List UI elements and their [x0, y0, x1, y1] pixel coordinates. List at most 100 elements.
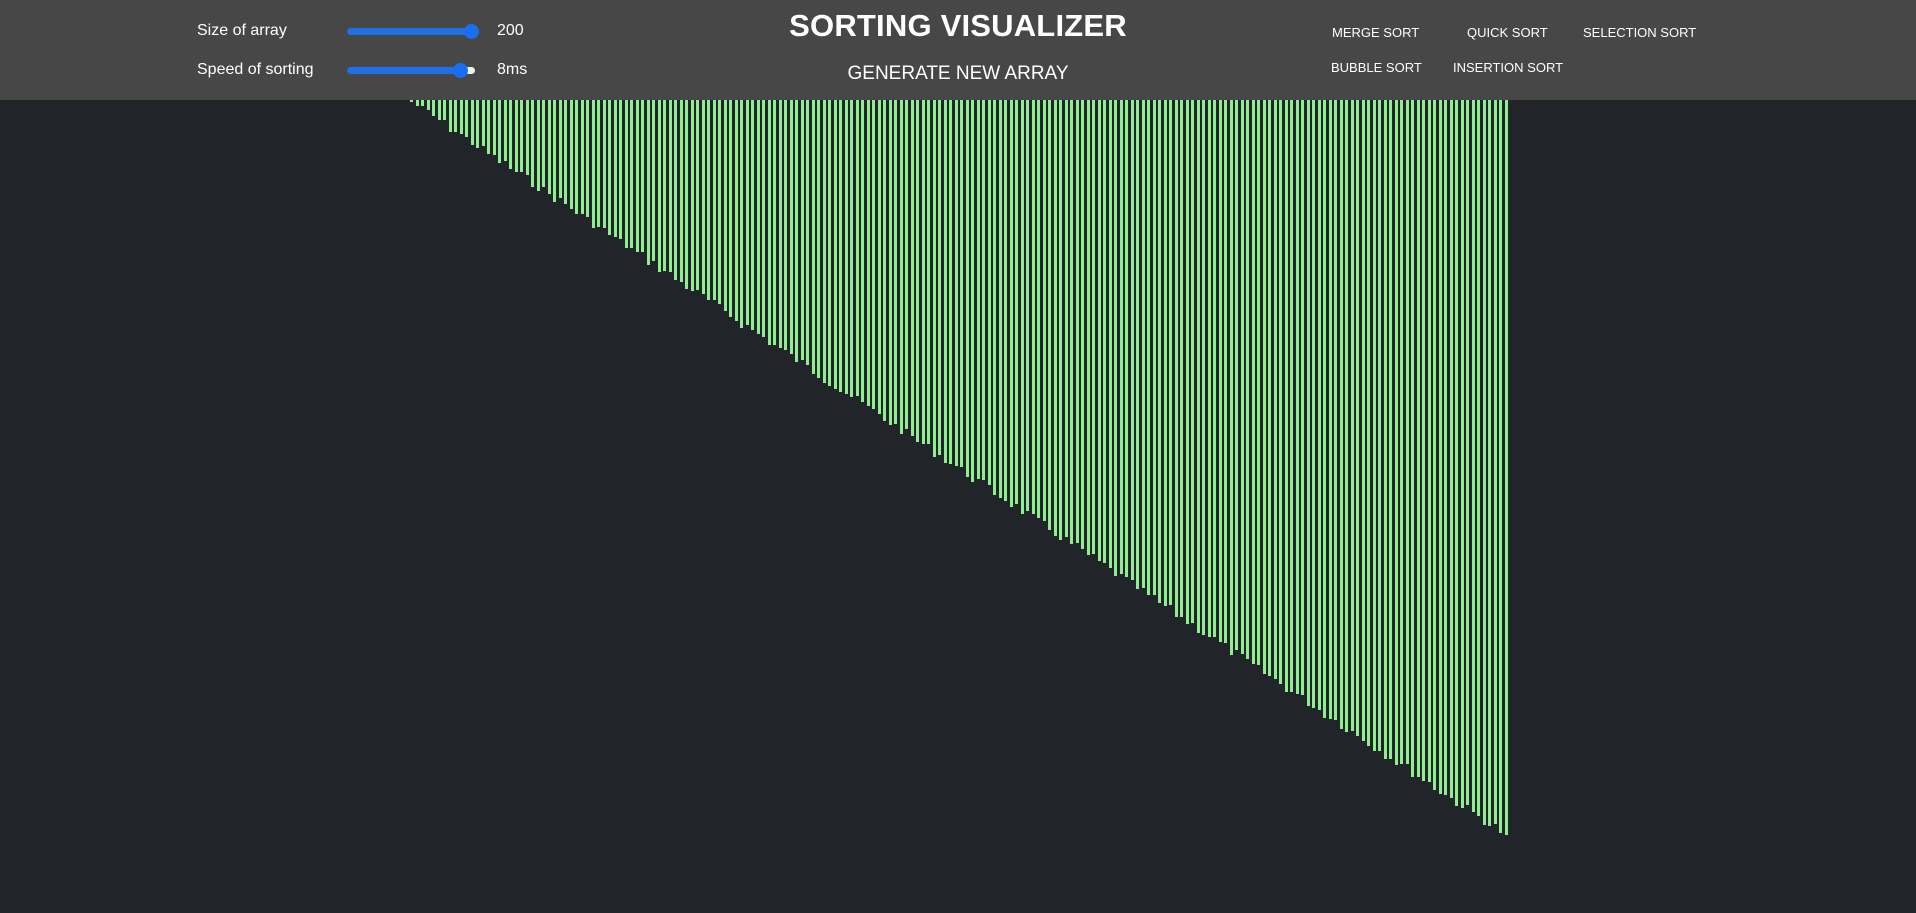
array-bar [575, 100, 578, 214]
array-bar [498, 100, 501, 163]
array-bar [410, 100, 413, 102]
array-bar [597, 100, 600, 227]
array-bar [856, 100, 859, 396]
array-bar [691, 100, 694, 291]
array-bar [784, 100, 787, 350]
array-bar [1109, 100, 1112, 568]
bubble-sort-button[interactable]: BUBBLE SORT [1331, 60, 1422, 75]
array-bar [960, 100, 963, 467]
array-bar [614, 100, 617, 237]
array-bar [1180, 100, 1183, 617]
array-bar [1488, 100, 1491, 826]
array-bar [454, 100, 457, 132]
merge-sort-button[interactable]: MERGE SORT [1332, 25, 1420, 40]
array-bar [586, 100, 589, 217]
array-bar [1213, 100, 1216, 637]
array-bar [1186, 100, 1189, 624]
quick-sort-button[interactable]: QUICK SORT [1467, 25, 1548, 40]
array-bar [834, 100, 837, 389]
page-title: SORTING VISUALIZER [789, 8, 1127, 43]
array-bar [988, 100, 991, 485]
insertion-sort-button[interactable]: INSERTION SORT [1453, 60, 1564, 75]
array-bar [1098, 100, 1101, 561]
array-bar [548, 100, 551, 194]
array-bar [1230, 100, 1233, 655]
array-bar [1054, 100, 1057, 536]
array-bar [966, 100, 969, 477]
array-bar [845, 100, 848, 394]
array-bar [1026, 100, 1029, 511]
slider-thumb[interactable] [464, 24, 479, 39]
array-bar [1076, 100, 1079, 543]
array-bar [916, 100, 919, 442]
array-bar [1136, 100, 1139, 589]
array-bar [1411, 100, 1414, 777]
array-bar [1340, 100, 1343, 729]
array-bar [1164, 100, 1167, 606]
array-bar [905, 100, 908, 429]
generate-array-button[interactable]: GENERATE NEW ARRAY [847, 63, 1069, 84]
array-bar [1263, 100, 1266, 674]
array-bar [443, 100, 446, 120]
slider-rest [464, 67, 475, 74]
array-bar [1169, 100, 1172, 605]
array-bar [812, 100, 815, 374]
array-bar [1208, 100, 1211, 637]
array-bar [1417, 100, 1420, 777]
array-bar [883, 100, 886, 421]
array-bar [922, 100, 925, 444]
array-bar [1367, 100, 1370, 746]
array-bar [1428, 100, 1431, 782]
array-bar [416, 100, 419, 106]
array-bar [1422, 100, 1425, 781]
array-bar [1477, 100, 1480, 816]
array-size-slider[interactable] [347, 19, 479, 43]
array-bar [1142, 100, 1145, 588]
array-bar [872, 100, 875, 409]
array-bar [1197, 100, 1200, 633]
array-bar [971, 100, 974, 482]
array-bar [465, 100, 468, 137]
array-bar [432, 100, 435, 116]
array-bar [619, 100, 622, 239]
array-bar [1483, 100, 1486, 825]
array-bar [1125, 100, 1128, 577]
array-bar [652, 100, 655, 261]
array-bar [1048, 100, 1051, 530]
array-bar [746, 100, 749, 325]
array-bar [1285, 100, 1288, 692]
array-bar [911, 100, 914, 436]
array-bar [790, 100, 793, 354]
array-bar [1274, 100, 1277, 679]
array-bar [669, 100, 672, 272]
array-bar [482, 100, 485, 146]
array-bar [1070, 100, 1073, 544]
array-bar [982, 100, 985, 480]
array-size-label: Size of array [197, 22, 287, 39]
array-bar [724, 100, 727, 311]
array-bar [944, 100, 947, 463]
array-bar [1312, 100, 1315, 708]
array-bar [1268, 100, 1271, 676]
array-bar [828, 100, 831, 386]
array-bar [1373, 100, 1376, 751]
array-bar [878, 100, 881, 414]
array-bar [1235, 100, 1238, 650]
array-bar [1433, 100, 1436, 790]
array-bar [1439, 100, 1442, 794]
array-bar [1461, 100, 1464, 808]
sorting-speed-slider[interactable] [347, 58, 475, 82]
array-bar [1329, 100, 1332, 719]
array-bar [1191, 100, 1194, 623]
array-bar [1406, 100, 1409, 764]
selection-sort-button[interactable]: SELECTION SORT [1583, 25, 1697, 40]
array-bar [1103, 100, 1106, 563]
array-bar [768, 100, 771, 345]
array-bar [751, 100, 754, 330]
array-bar [1334, 100, 1337, 720]
array-bar [801, 100, 804, 360]
array-bar [823, 100, 826, 383]
array-bar [867, 100, 870, 406]
top-toolbar: Size of array 200 Speed of sorting 8ms S… [0, 0, 1916, 100]
slider-thumb[interactable] [453, 63, 468, 78]
